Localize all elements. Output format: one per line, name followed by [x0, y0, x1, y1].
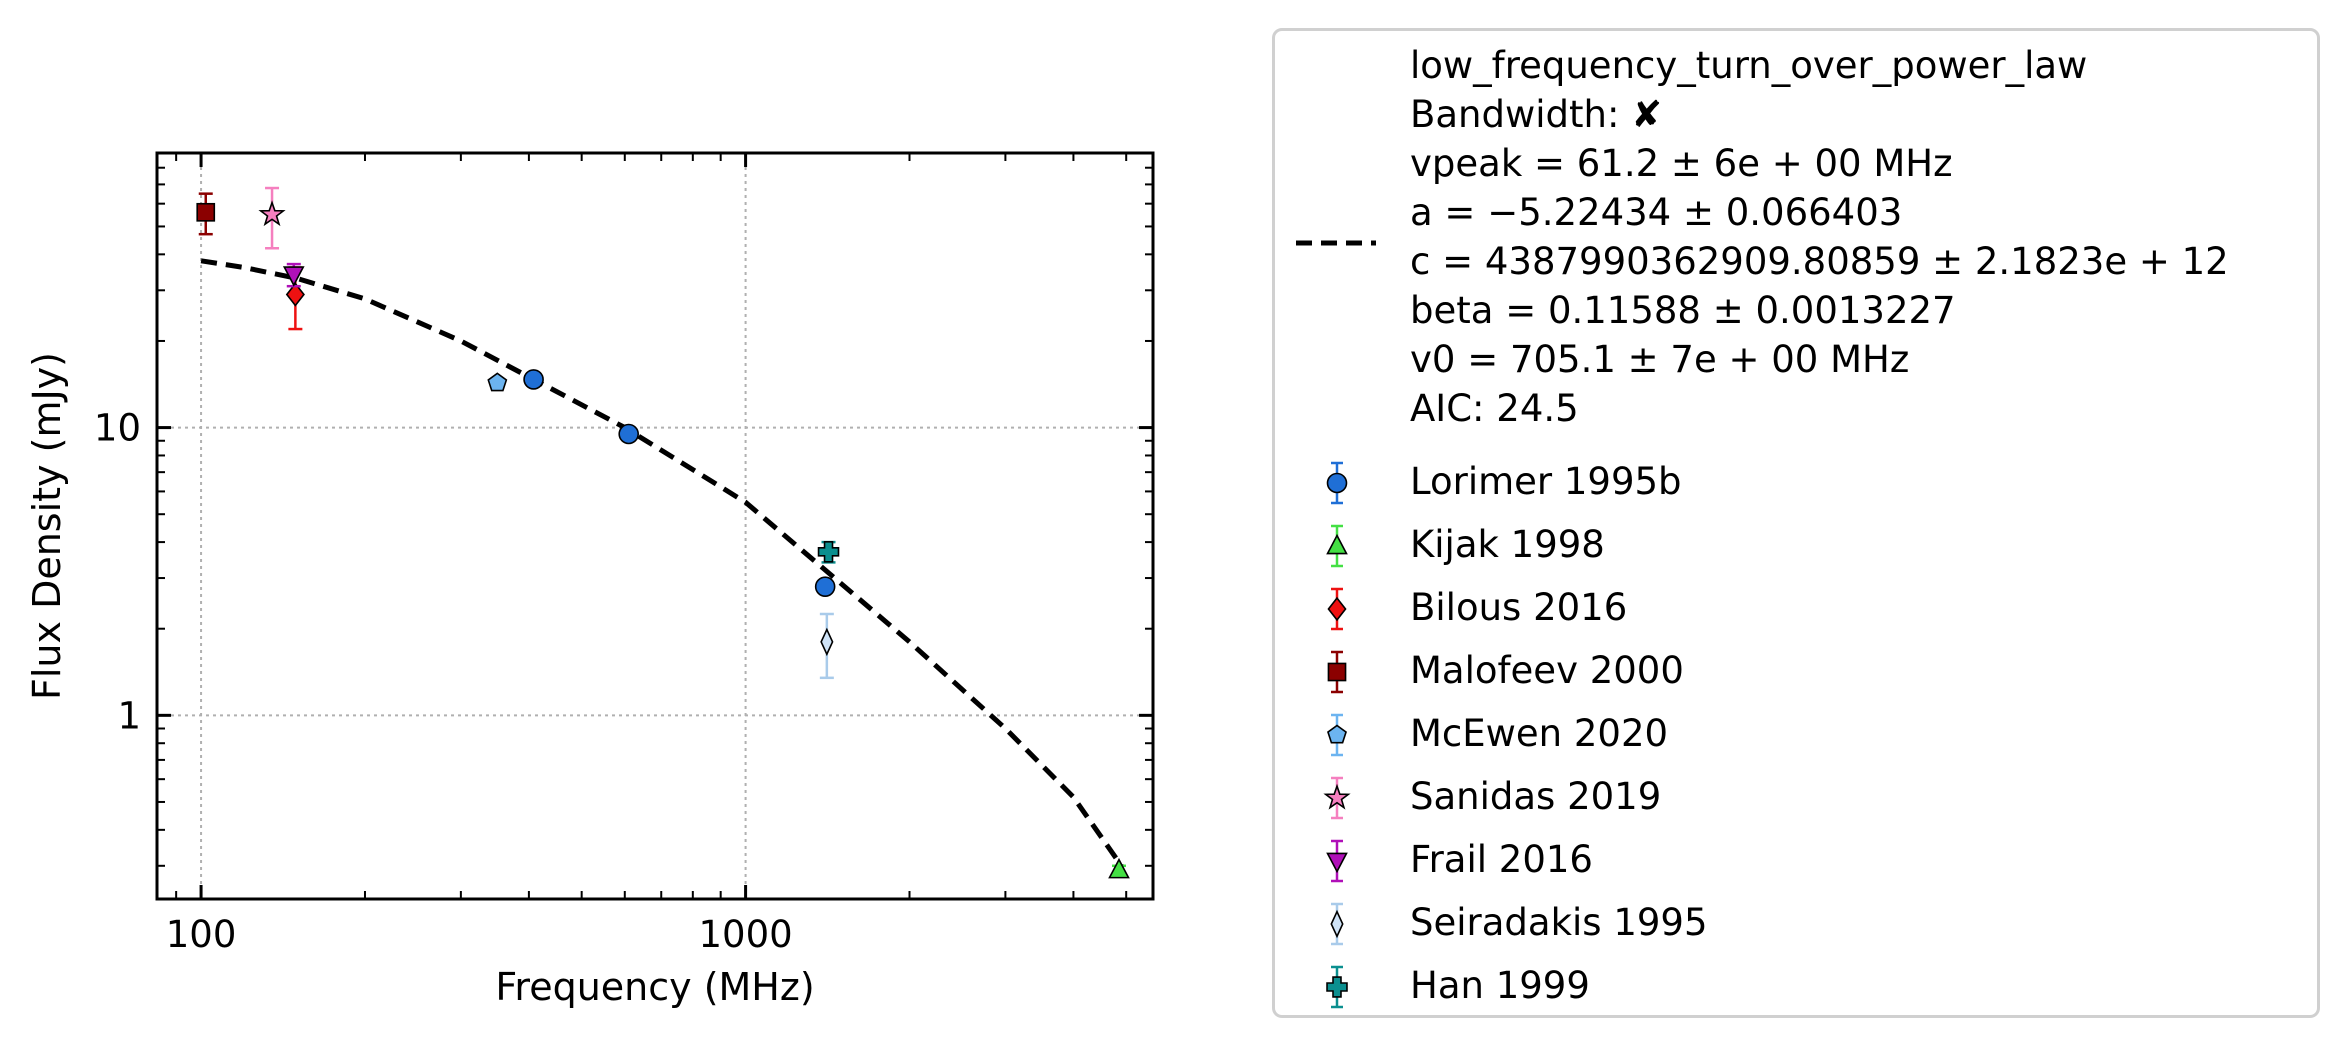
y-tick-label: 10	[94, 407, 141, 450]
legend-model-v0: v0 = 705.1 ± 7e + 00 MHz	[1410, 338, 1910, 381]
model-curve	[200, 258, 1124, 868]
legend-entry-han-1999: Han 1999	[1275, 957, 2315, 1017]
legend-marker	[1326, 524, 1348, 568]
legend-entry-bilous-2016: Bilous 2016	[1275, 579, 2315, 639]
y-axis-label: Flux Density (mJy)	[25, 352, 69, 700]
series-lorimer-1995b	[523, 369, 836, 597]
legend-label: Bilous 2016	[1410, 586, 1628, 629]
data-point	[282, 266, 305, 287]
legend-marker	[1326, 965, 1348, 1009]
legend-marker-shape	[1327, 662, 1347, 682]
legend: low_frequency_turn_over_power_law Bandwi…	[1272, 28, 2320, 1018]
legend-marker	[1326, 839, 1348, 883]
legend-marker-shape	[1326, 472, 1348, 494]
legend-label: Lorimer 1995b	[1410, 460, 1682, 503]
legend-model-vpeak: vpeak = 61.2 ± 6e + 00 MHz	[1410, 142, 1953, 185]
chart: 100 1000 1 10 Frequency (MHz) Flux Density …	[25, 151, 1155, 1009]
legend-entry-sanidas-2019: Sanidas 2019	[1275, 768, 2315, 828]
data-point	[523, 369, 544, 390]
legend-marker	[1323, 776, 1351, 820]
legend-marker	[1327, 587, 1347, 631]
series-han-1999	[817, 540, 840, 564]
legend-model-bandwidth: Bandwidth: ✘	[1410, 93, 1663, 136]
legend-entry-malofeev-2000: Malofeev 2000	[1275, 642, 2315, 702]
legend-marker-shape	[1323, 783, 1351, 810]
x-tick-label: 1000	[699, 913, 793, 956]
axis-ticks: 100 1000 1 10	[94, 153, 1153, 956]
y-tick-label: 1	[117, 694, 141, 737]
legend-model-text: low_frequency_turn_over_power_law Bandwi…	[1410, 41, 2229, 433]
legend-entry-mcewen-2020: McEwen 2020	[1275, 705, 2315, 765]
legend-entry-kijak-1998: Kijak 1998	[1275, 516, 2315, 576]
series-sanidas-2019	[258, 186, 286, 250]
legend-label: Frail 2016	[1410, 838, 1593, 881]
data-points	[196, 186, 1130, 879]
data-point	[618, 423, 639, 445]
grid	[157, 153, 1153, 899]
plot-frame	[155, 151, 1155, 901]
series-frail-2016	[282, 262, 305, 288]
legend-marker-shape	[1326, 976, 1348, 998]
model-curve-group	[200, 258, 1124, 868]
data-point	[258, 200, 286, 227]
data-point	[1108, 857, 1130, 879]
legend-label: Malofeev 2000	[1410, 649, 1684, 692]
data-point	[814, 576, 836, 597]
legend-marker-shape	[1326, 852, 1348, 874]
data-point	[487, 372, 508, 392]
legend-label: McEwen 2020	[1410, 712, 1669, 755]
series-mcewen-2020	[487, 372, 508, 392]
data-point	[196, 202, 216, 222]
legend-marker	[1330, 902, 1344, 946]
series-seiradakis-1995	[819, 612, 834, 680]
legend-entry-seiradakis-1995: Seiradakis 1995	[1275, 894, 2315, 954]
legend-entry-frail-2016: Frail 2016	[1275, 831, 2315, 891]
legend-marker	[1327, 650, 1347, 694]
series-kijak-1998	[1108, 857, 1130, 879]
legend-label: Kijak 1998	[1410, 523, 1605, 566]
data-point	[817, 541, 840, 563]
legend-model-line	[1296, 240, 1376, 246]
legend-marker-shape	[1326, 533, 1348, 555]
legend-label: Han 1999	[1410, 964, 1590, 1007]
x-axis-label: Frequency (MHz)	[495, 965, 814, 1009]
legend-entry-lorimer-1995b: Lorimer 1995b	[1275, 453, 2315, 513]
legend-marker-shape	[1327, 596, 1347, 622]
legend-marker-shape	[1327, 724, 1347, 744]
legend-label: Sanidas 2019	[1410, 775, 1662, 818]
legend-marker	[1327, 713, 1347, 757]
legend-label: Seiradakis 1995	[1410, 901, 1708, 944]
legend-model-aic: AIC: 24.5	[1410, 387, 1579, 430]
series-malofeev-2000	[196, 192, 216, 236]
data-point	[285, 282, 305, 307]
data-point	[820, 627, 834, 657]
legend-model-a: a = −5.22434 ± 0.066403	[1410, 191, 1903, 234]
legend-model-beta: beta = 0.11588 ± 0.0013227	[1410, 289, 1956, 332]
legend-marker-shape	[1330, 909, 1344, 939]
legend-model-name: low_frequency_turn_over_power_law	[1410, 44, 2088, 87]
legend-marker	[1326, 461, 1348, 505]
legend-model-c: c = 4387990362909.80859 ± 2.1823e + 12	[1410, 240, 2229, 283]
x-tick-label: 100	[166, 913, 237, 956]
